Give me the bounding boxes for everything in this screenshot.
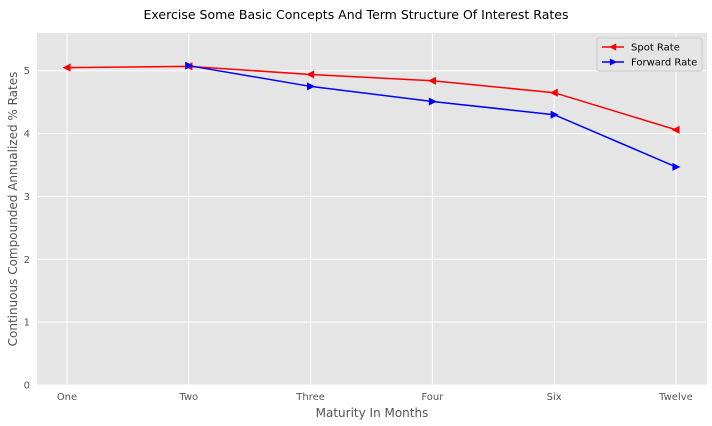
forward-rate-legend-marker — [609, 58, 617, 66]
plot-background — [37, 33, 707, 385]
spot-rate-point — [671, 125, 680, 134]
x-tick-label: Twelve — [658, 392, 693, 403]
x-tick-label: Four — [421, 392, 444, 403]
forward-rate-point — [428, 97, 437, 106]
y-axis-ticks: 0 1 2 3 4 5 — [24, 66, 30, 391]
forward-rate-point — [307, 82, 316, 91]
y-axis-label: Continuous Compounded Annualized % Rates — [6, 72, 20, 347]
forward-rate-point — [672, 162, 681, 171]
spot-rate-point — [62, 63, 71, 72]
spot-rate-legend-marker — [609, 43, 617, 51]
x-tick-label: Three — [295, 392, 325, 403]
x-tick-label: One — [57, 392, 77, 403]
forward-rate-point — [185, 61, 194, 70]
forward-rate-point — [550, 110, 559, 119]
series-layer — [62, 61, 681, 171]
legend: Spot Rate Forward Rate — [596, 37, 703, 72]
spot-rate-point — [306, 70, 315, 79]
spot-rate-legend-label: Spot Rate — [631, 43, 680, 54]
y-tick-label: 2 — [24, 255, 30, 266]
chart-title: Exercise Some Basic Concepts And Term St… — [144, 7, 569, 22]
x-tick-label: Two — [178, 392, 198, 403]
y-tick-label: 4 — [24, 129, 30, 140]
grid-lines — [37, 33, 707, 386]
y-tick-label: 1 — [24, 318, 30, 329]
y-tick-label: 3 — [24, 192, 30, 203]
spot-rate-line — [66, 65, 677, 131]
x-axis-ticks: One Two Three Four Six Twelve — [57, 392, 693, 403]
y-tick-label: 0 — [24, 381, 30, 392]
spot-rate-point — [427, 76, 436, 85]
spot-rate-point — [549, 88, 558, 97]
forward-rate-legend-label: Forward Rate — [631, 58, 697, 69]
x-tick-label: Six — [547, 392, 562, 403]
y-tick-label: 5 — [24, 66, 30, 77]
x-axis-label: Maturity In Months — [316, 406, 429, 420]
